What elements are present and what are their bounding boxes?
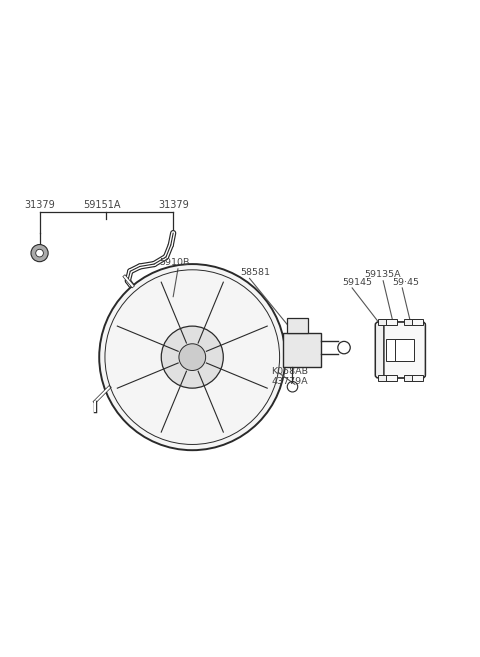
Circle shape xyxy=(161,326,223,388)
FancyBboxPatch shape xyxy=(375,322,417,378)
Bar xyxy=(412,374,423,381)
Text: 31379: 31379 xyxy=(158,200,189,210)
FancyBboxPatch shape xyxy=(384,322,425,378)
Bar xyxy=(386,339,406,361)
Bar xyxy=(404,374,414,381)
Bar xyxy=(386,319,397,325)
Bar xyxy=(283,333,321,367)
Bar xyxy=(287,318,308,333)
Text: 59151A: 59151A xyxy=(83,200,120,210)
Text: 5910B: 5910B xyxy=(159,258,189,267)
Text: 58581: 58581 xyxy=(240,268,270,277)
Bar xyxy=(395,339,415,361)
Bar xyxy=(404,319,414,325)
Text: 43779A: 43779A xyxy=(271,376,308,386)
Text: 59145: 59145 xyxy=(343,277,372,286)
Bar xyxy=(386,374,397,381)
Text: 59·45: 59·45 xyxy=(393,277,420,286)
Bar xyxy=(412,319,423,325)
Circle shape xyxy=(179,344,205,371)
Text: 59135A: 59135A xyxy=(364,270,401,279)
Text: 31379: 31379 xyxy=(24,200,55,210)
Circle shape xyxy=(36,249,43,257)
Text: K058AB: K058AB xyxy=(271,367,308,376)
Circle shape xyxy=(99,264,285,450)
Bar xyxy=(378,374,388,381)
Bar xyxy=(378,319,388,325)
Circle shape xyxy=(31,244,48,261)
